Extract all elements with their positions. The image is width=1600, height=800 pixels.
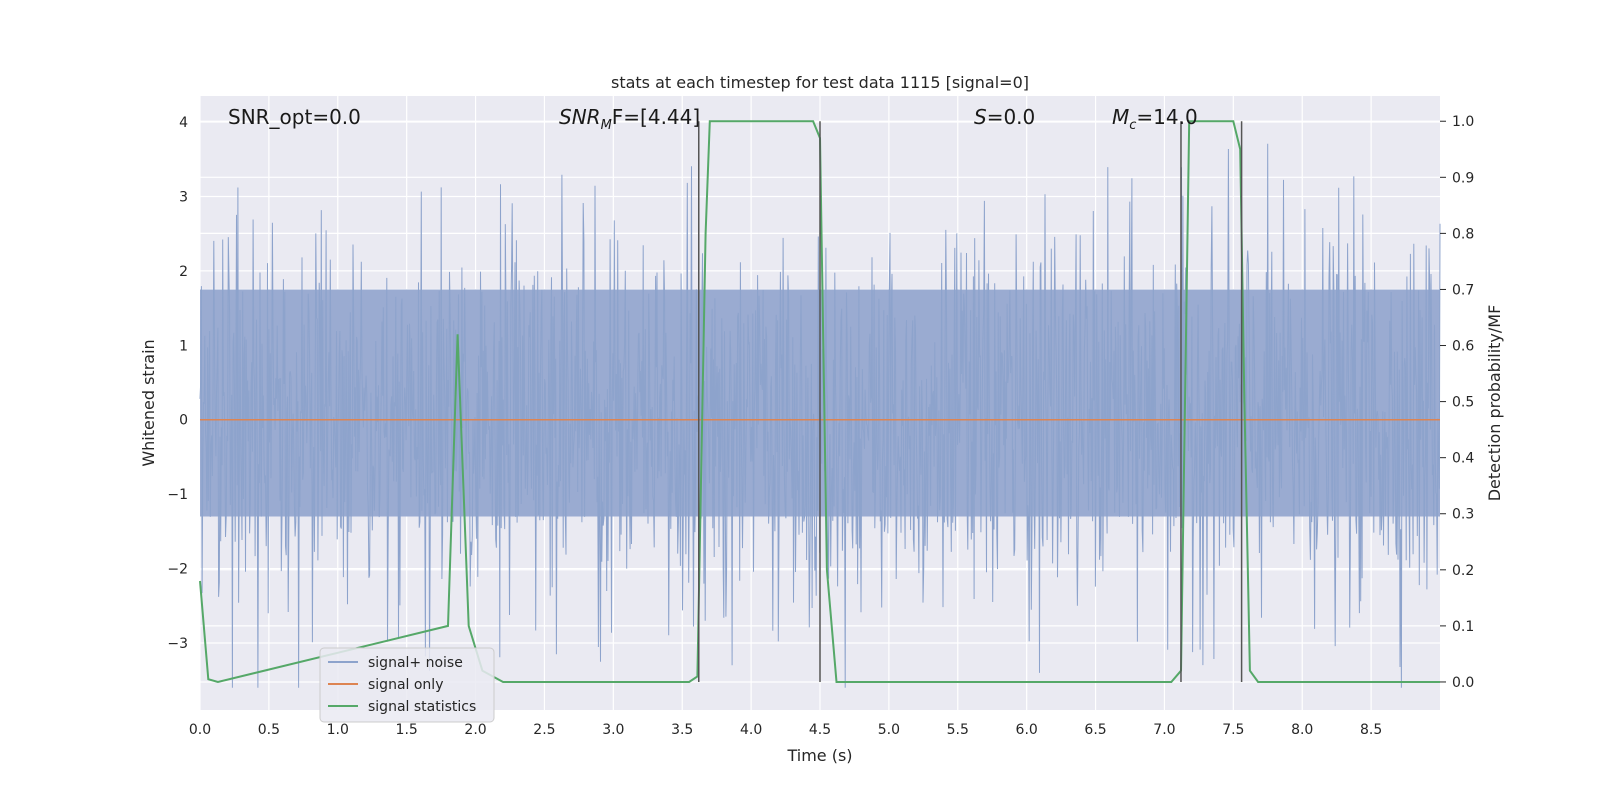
y-right-tick-label: 0.4 xyxy=(1452,451,1474,467)
y-left-tick-label: 3 xyxy=(179,189,188,205)
y-left-tick-label: 1 xyxy=(179,338,188,354)
x-tick-label: 5.5 xyxy=(947,722,969,738)
x-tick-label: 0.0 xyxy=(189,722,211,738)
legend-label-signal-statistics: signal statistics xyxy=(368,699,476,715)
y-left-axis-ticks: −3 −2 −1 0 1 2 3 4 xyxy=(167,115,188,652)
y-left-tick-label: 0 xyxy=(179,413,188,429)
annotation-s: S=0.0 xyxy=(974,105,1035,129)
x-tick-label: 4.5 xyxy=(809,722,831,738)
vertical-markers xyxy=(698,121,1243,682)
x-tick-label: 1.5 xyxy=(396,722,418,738)
x-tick-label: 3.5 xyxy=(671,722,693,738)
y-right-axis-label: Detection probability/MF xyxy=(1485,305,1504,502)
x-tick-label: 6.0 xyxy=(1016,722,1038,738)
y-right-tick-label: 0.7 xyxy=(1452,282,1474,298)
chart-title: stats at each timestep for test data 111… xyxy=(611,73,1029,92)
y-right-tick-label: 0.5 xyxy=(1452,395,1474,411)
x-tick-label: 8.5 xyxy=(1360,722,1382,738)
y-left-axis-label: Whitened strain xyxy=(139,339,158,466)
y-left-tick-label: 4 xyxy=(179,115,188,131)
x-tick-label: 0.5 xyxy=(258,722,280,738)
legend-label-signal-only: signal only xyxy=(368,677,443,693)
x-axis-label: Time (s) xyxy=(786,746,852,765)
y-right-tick-label: 0.2 xyxy=(1452,563,1474,579)
x-tick-label: 6.5 xyxy=(1084,722,1106,738)
y-left-tick-label: −3 xyxy=(167,636,188,652)
x-tick-label: 4.0 xyxy=(740,722,762,738)
y-right-tick-label: 0.0 xyxy=(1452,675,1474,691)
y-right-tick-label: 0.9 xyxy=(1452,170,1474,186)
annotation-snr-opt: SNR_opt=0.0 xyxy=(228,105,361,129)
x-tick-label: 7.5 xyxy=(1222,722,1244,738)
legend: signal+ noise signal only signal statist… xyxy=(319,647,495,723)
legend-label-signal-noise: signal+ noise xyxy=(368,655,463,671)
y-left-tick-label: −1 xyxy=(167,487,188,503)
y-right-tick-label: 0.1 xyxy=(1452,619,1474,635)
x-tick-label: 7.0 xyxy=(1153,722,1175,738)
x-tick-label: 1.0 xyxy=(327,722,349,738)
y-right-tick-label: 0.6 xyxy=(1452,339,1474,355)
x-axis-ticks: 0.0 0.5 1.0 1.5 2.0 2.5 3.0 3.5 4.0 4.5 5.0 5.5 6.0 6… xyxy=(189,722,1382,738)
x-tick-label: 8.0 xyxy=(1291,722,1313,738)
annotation-mc: Mc=14.0 xyxy=(1112,105,1198,133)
y-right-tick-label: 0.8 xyxy=(1452,226,1474,242)
x-tick-label: 2.5 xyxy=(533,722,555,738)
annotation-snr-mf: SNRMF=[4.44] xyxy=(559,105,700,133)
y-right-tick-label: 0.3 xyxy=(1452,507,1474,523)
x-tick-label: 2.0 xyxy=(464,722,486,738)
x-tick-label: 3.0 xyxy=(602,722,624,738)
series-line-signal-statistics xyxy=(199,120,1440,684)
x-tick-label: 5.0 xyxy=(878,722,900,738)
y-right-axis-ticks: 0.0 0.1 0.2 0.3 0.4 0.5 0.6 0.7 0.8 0.9 1.0 xyxy=(1440,114,1474,691)
y-left-tick-label: 2 xyxy=(179,264,188,280)
y-right-tick-label: 1.0 xyxy=(1452,114,1474,130)
y-left-tick-label: −2 xyxy=(167,562,188,578)
